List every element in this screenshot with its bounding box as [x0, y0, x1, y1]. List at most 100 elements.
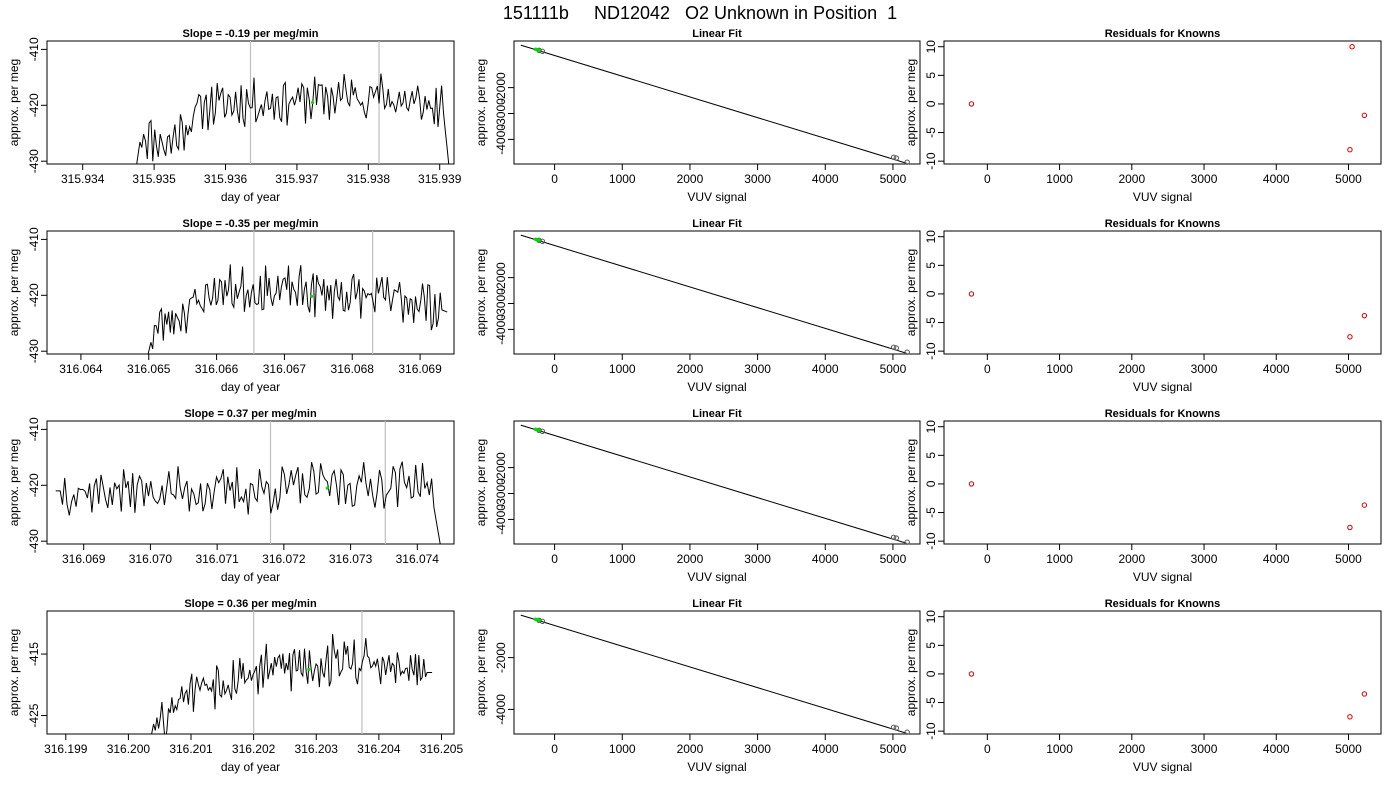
- x-axis-label: day of year: [221, 380, 280, 394]
- x-tick-label: 2000: [1118, 742, 1145, 756]
- x-tick-label: 316.072: [262, 552, 306, 566]
- x-tick-label: 1000: [1046, 742, 1073, 756]
- y-tick-label: 5: [924, 642, 938, 649]
- series-line: [136, 73, 450, 164]
- page-title: 151111b ND12042 O2 Unknown in Position 1: [502, 3, 898, 23]
- midpoint-marker: [325, 486, 329, 490]
- x-tick-label: 1000: [609, 552, 636, 566]
- x-tick-label: 0: [551, 552, 558, 566]
- y-tick-label: 10: [924, 610, 938, 624]
- x-tick-label: 1000: [1046, 552, 1073, 566]
- x-tick-label: 4000: [1263, 362, 1290, 376]
- y-axis-label: approx. per meg: [474, 439, 488, 526]
- y-tick-label: -10: [924, 342, 938, 360]
- y-axis-label: approx. per meg: [7, 629, 21, 716]
- x-tick-label: 2000: [677, 742, 704, 756]
- chart-title: Slope = 0.36 per meg/min: [184, 598, 317, 610]
- y-axis-label: approx. per meg: [904, 629, 918, 716]
- y-tick-label: -2000: [494, 642, 508, 673]
- x-tick-label: 1000: [609, 172, 636, 186]
- residual-point: [968, 101, 975, 107]
- x-tick-label: 315.935: [132, 172, 176, 186]
- plot-frame: [943, 420, 1382, 545]
- plot-frame: [46, 420, 455, 545]
- chart-title: Residuals for Knowns: [1105, 28, 1221, 40]
- x-tick-label: 316.200: [107, 742, 151, 756]
- x-tick-label: 316.064: [59, 362, 103, 376]
- x-axis-label: VUV signal: [1133, 570, 1192, 584]
- fit-point: [890, 534, 897, 540]
- residual-point: [968, 671, 975, 677]
- x-tick-label: 315.937: [275, 172, 319, 186]
- residual-point: [1361, 112, 1368, 119]
- residual-point: [1347, 524, 1353, 531]
- fit-point: [893, 345, 900, 351]
- x-tick-label: 0: [984, 172, 991, 186]
- plot-frame: [943, 610, 1382, 735]
- x-tick-label: 0: [551, 362, 558, 376]
- x-axis-label: VUV signal: [1133, 760, 1192, 774]
- y-tick-label: -425: [27, 703, 41, 727]
- y-tick-label: -4000: [494, 694, 508, 725]
- x-tick-label: 0: [984, 362, 991, 376]
- x-axis-label: VUV signal: [687, 570, 746, 584]
- plot-frame: [46, 230, 455, 355]
- plot-frame: [513, 230, 921, 355]
- y-tick-label: -430: [27, 339, 41, 363]
- unknown-point: [533, 427, 538, 432]
- y-tick-label: -4000: [494, 124, 508, 155]
- x-tick-label: 3000: [1191, 552, 1218, 566]
- chart-title: Slope = 0.37 per meg/min: [184, 408, 317, 420]
- y-tick-label: -5: [924, 317, 938, 328]
- y-tick-label: -410: [27, 227, 41, 251]
- x-axis-label: VUV signal: [687, 380, 746, 394]
- unknown-point: [537, 238, 541, 243]
- chart-title: Slope = -0.35 per meg/min: [182, 218, 318, 230]
- chart-title: Linear Fit: [692, 408, 742, 420]
- y-tick-label: 0: [924, 290, 938, 297]
- y-tick-label: -420: [27, 473, 41, 497]
- x-tick-label: 316.066: [195, 362, 239, 376]
- x-tick-label: 4000: [1263, 552, 1290, 566]
- y-tick-label: 5: [924, 452, 938, 459]
- y-axis-label: approx. per meg: [904, 59, 918, 146]
- x-tick-label: 316.070: [129, 552, 173, 566]
- x-tick-label: 316.068: [331, 362, 375, 376]
- y-tick-label: -410: [27, 37, 41, 61]
- fit-point: [893, 725, 900, 731]
- residual-point: [1361, 502, 1368, 508]
- y-axis-label: approx. per meg: [474, 629, 488, 716]
- x-tick-label: 4000: [812, 552, 839, 566]
- y-tick-label: -5: [924, 697, 938, 708]
- x-tick-label: 2000: [677, 552, 704, 566]
- y-tick-label: -3000: [494, 478, 508, 509]
- x-tick-label: 5000: [880, 362, 907, 376]
- x-tick-label: 315.936: [204, 172, 248, 186]
- x-axis-label: VUV signal: [687, 760, 746, 774]
- x-tick-label: 316.205: [420, 742, 464, 756]
- x-tick-label: 0: [551, 172, 558, 186]
- y-tick-label: -410: [27, 417, 41, 441]
- residual-point: [1347, 334, 1353, 340]
- fit-point: [890, 724, 897, 730]
- midpoint-marker: [311, 100, 315, 105]
- x-tick-label: 316.203: [295, 742, 339, 756]
- x-tick-label: 316.201: [169, 742, 213, 756]
- x-tick-label: 316.067: [263, 362, 307, 376]
- y-tick-label: -10: [924, 152, 938, 170]
- y-tick-label: 10: [924, 40, 938, 54]
- y-tick-label: 10: [924, 420, 938, 434]
- residual-point: [968, 481, 975, 487]
- y-tick-label: -10: [924, 532, 938, 550]
- x-tick-label: 1000: [1046, 172, 1073, 186]
- x-axis-label: day of year: [221, 190, 280, 204]
- x-tick-label: 2000: [677, 362, 704, 376]
- x-tick-label: 4000: [1263, 172, 1290, 186]
- residual-point: [1349, 44, 1355, 50]
- midpoint-marker: [307, 667, 311, 672]
- residual-point: [968, 291, 975, 297]
- chart-title: Residuals for Knowns: [1105, 598, 1221, 610]
- plot-frame: [513, 420, 921, 545]
- series-line: [55, 461, 441, 544]
- y-axis-label: approx. per meg: [904, 249, 918, 336]
